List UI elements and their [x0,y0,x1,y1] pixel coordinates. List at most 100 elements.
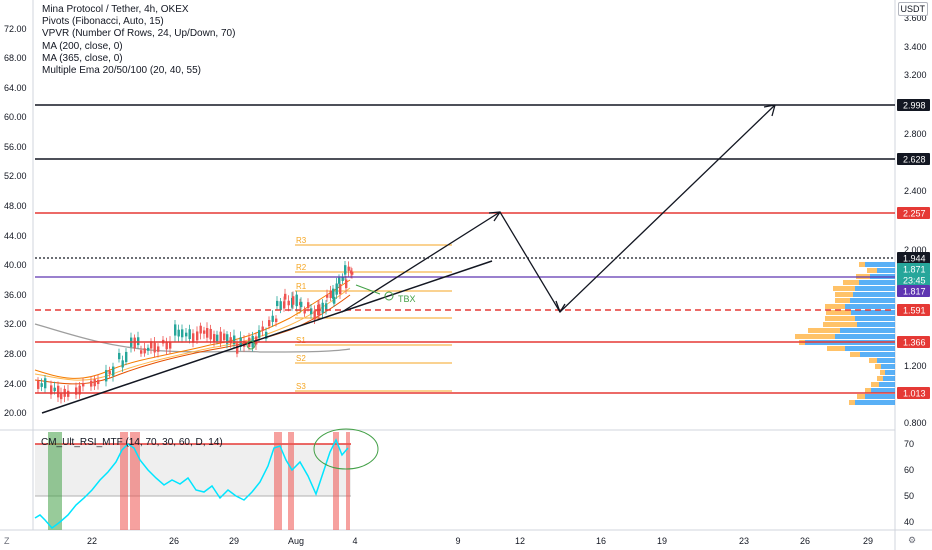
candle-body[interactable] [344,265,346,275]
indicator-vpvr[interactable]: VPVR (Number Of Rows, 24, Up/Down, 70) [42,28,235,40]
candle-body[interactable] [90,381,92,387]
candle-body[interactable] [37,381,39,389]
candle-body[interactable] [174,324,176,335]
price-label-23-45[interactable]: 23:45 [897,274,930,286]
drawings[interactable]: TBX [42,105,775,413]
candle-body[interactable] [210,329,212,339]
candle-body[interactable] [44,378,46,388]
candle-body[interactable] [275,319,277,322]
indicator-ma200[interactable]: MA (200, close, 0) [42,41,235,53]
candle-body[interactable] [185,333,187,337]
candle-body[interactable] [206,328,208,338]
candle-body[interactable] [125,352,127,362]
trendline[interactable] [42,261,492,413]
left-axis-tick: 52.00 [4,171,27,181]
price-label-1.013[interactable]: 1.013 [897,387,930,399]
candle-body[interactable] [181,329,183,337]
candle-body[interactable] [157,346,159,351]
candle-body[interactable] [122,360,124,367]
candle-body[interactable] [262,327,264,331]
candle-body[interactable] [332,289,334,299]
pivot-label-r3: R3 [296,236,307,245]
candle-body[interactable] [216,335,218,342]
candle-body[interactable] [296,295,298,307]
candle-body[interactable] [200,326,202,334]
candle-body[interactable] [348,267,350,271]
price-label-2.998[interactable]: 2.998 [897,99,930,111]
candle-body[interactable] [330,290,332,297]
rsi-indicator-label[interactable]: CM_Ult_RSI_MTF (14, 70, 30, 60, D, 14) [41,437,223,448]
indicator-ma365[interactable]: MA (365, close, 0) [42,53,235,65]
candle-body[interactable] [134,338,136,348]
candle-body[interactable] [220,332,222,342]
candle-body[interactable] [326,295,328,298]
indicator-pivots[interactable]: Pivots (Fibonacci, Auto, 15) [42,16,235,28]
candle-body[interactable] [213,334,215,342]
candle-body[interactable] [147,348,149,351]
candle-body[interactable] [41,383,43,387]
candle-body[interactable] [300,302,302,307]
chart-title[interactable]: Mina Protocol / Tether, 4h, OKEX [42,4,235,16]
candle-body[interactable] [82,383,84,386]
candle-body[interactable] [178,330,180,337]
horizontal-levels[interactable] [35,105,895,393]
candle-body[interactable] [60,394,62,400]
candle-body[interactable] [54,388,56,391]
candle-body[interactable] [223,334,225,341]
indicator-ema[interactable]: Multiple Ema 20/50/100 (20, 40, 55) [42,65,235,77]
candle-body[interactable] [236,343,238,353]
settings-icon[interactable]: ⚙ [908,535,916,546]
time-axis-tick: 4 [352,536,357,546]
candle-body[interactable] [258,330,260,338]
currency-button[interactable]: USDT [898,2,929,16]
price-label-text: 2.257 [903,209,926,219]
candle-body[interactable] [140,350,142,353]
candle-body[interactable] [292,296,294,305]
candle-body[interactable] [350,270,352,273]
price-label-2.257[interactable]: 2.257 [897,207,930,219]
candle-body[interactable] [314,311,316,320]
candle-body[interactable] [94,379,96,386]
candle-body[interactable] [57,386,59,398]
timezone-button[interactable]: Z [4,536,10,546]
candle-body[interactable] [112,367,114,376]
candle-body[interactable] [345,280,347,289]
candle-body[interactable] [144,348,146,353]
candle-body[interactable] [154,343,156,353]
candle-body[interactable] [336,284,338,295]
candle-body[interactable] [109,371,111,374]
chart-legend[interactable]: Mina Protocol / Tether, 4h, OKEX Pivots … [42,4,235,77]
candle-body[interactable] [233,336,235,345]
price-label-1.944[interactable]: 1.944 [897,252,930,264]
candle-body[interactable] [105,370,107,381]
candle-body[interactable] [169,342,171,349]
candle-body[interactable] [118,353,120,359]
candle-body[interactable] [342,277,344,281]
volume-bar-down [827,346,845,351]
candle-body[interactable] [280,301,282,310]
candle-body[interactable] [284,294,286,300]
candle-body[interactable] [307,302,309,308]
price-label-2.628[interactable]: 2.628 [897,153,930,165]
price-label-1.366[interactable]: 1.366 [897,336,930,348]
candle-body[interactable] [322,303,324,313]
candle-body[interactable] [338,278,340,284]
candle-body[interactable] [276,301,278,306]
candle-body[interactable] [203,330,205,333]
candle-body[interactable] [166,342,168,349]
left-price-axis[interactable]: 72.0068.0064.0060.0056.0052.0048.0044.00… [4,24,27,418]
time-axis[interactable]: 22 26 29 Aug 4 9 12 16 19 23 26 29 [87,536,873,546]
candle-body[interactable] [288,301,290,306]
projection-path[interactable] [342,105,775,312]
candle-body[interactable] [268,320,270,326]
candle-body[interactable] [67,391,69,397]
candle-body[interactable] [137,337,139,345]
candle-body[interactable] [196,331,198,340]
candle-body[interactable] [272,316,274,322]
price-label-1.591[interactable]: 1.591 [897,304,930,316]
price-label-1.871[interactable]: 1.871 [897,263,930,275]
price-label-1.817[interactable]: 1.817 [897,285,930,297]
candle-body[interactable] [97,380,99,384]
candle-body[interactable] [189,329,191,339]
